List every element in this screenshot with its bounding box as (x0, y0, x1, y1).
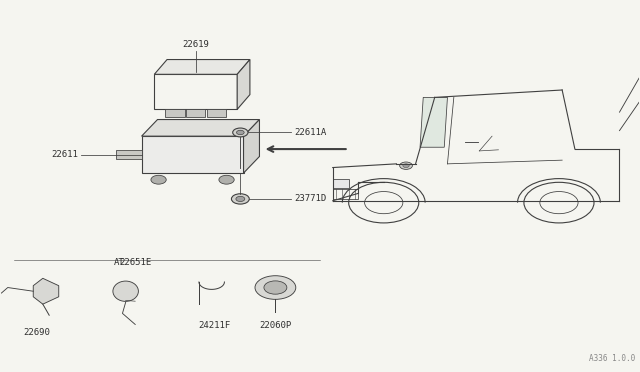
Circle shape (255, 276, 296, 299)
Text: 22060P: 22060P (259, 321, 291, 330)
Text: 22651E: 22651E (119, 258, 151, 267)
Polygon shape (237, 60, 250, 109)
Text: 24211F: 24211F (199, 321, 231, 330)
Ellipse shape (113, 281, 138, 301)
Text: 22619: 22619 (182, 41, 209, 49)
Text: AT: AT (114, 258, 125, 267)
Polygon shape (186, 109, 205, 117)
Circle shape (264, 281, 287, 294)
Circle shape (233, 128, 248, 137)
Polygon shape (166, 109, 184, 117)
Circle shape (399, 162, 412, 169)
Polygon shape (141, 136, 244, 173)
Polygon shape (244, 119, 259, 173)
Circle shape (232, 194, 249, 204)
Circle shape (219, 175, 234, 184)
Circle shape (236, 196, 245, 202)
Polygon shape (141, 119, 259, 136)
Text: A336 1.0.0: A336 1.0.0 (589, 354, 636, 363)
Text: 22690: 22690 (23, 328, 50, 337)
Text: 23771D: 23771D (294, 195, 327, 203)
Polygon shape (154, 60, 250, 74)
Polygon shape (420, 97, 447, 147)
Text: 22611: 22611 (51, 150, 78, 159)
Polygon shape (33, 278, 59, 304)
Circle shape (151, 175, 166, 184)
Polygon shape (116, 150, 141, 159)
Bar (333, 189, 358, 199)
Circle shape (237, 130, 244, 135)
Bar (333, 179, 349, 188)
Polygon shape (207, 109, 226, 117)
Text: 22611A: 22611A (294, 128, 327, 137)
Circle shape (403, 164, 409, 167)
